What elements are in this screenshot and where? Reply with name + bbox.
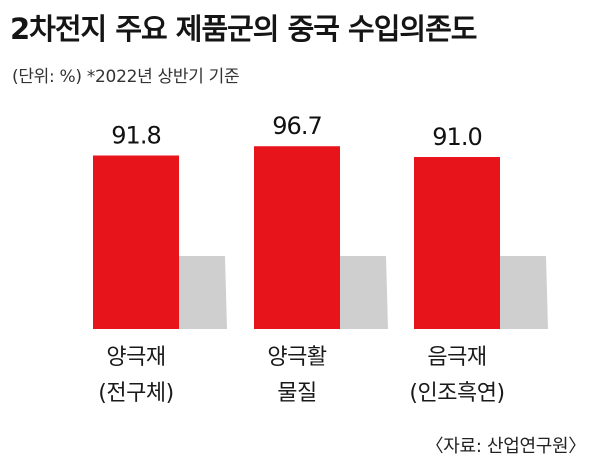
bar [414,157,500,329]
source-note: 〈자료: 산업연구원〉 [425,436,587,457]
category-label: 양극활 [267,345,326,370]
category-label: (전구체) [98,381,173,406]
category-label: 물질 [277,381,316,406]
chart-title: 2차전지 주요 제품군의 중국 수입의존도 [10,12,477,46]
category-label: 양극재 [106,345,165,370]
category-label: (인조흑연) [409,381,504,406]
bar-shadow [340,256,388,329]
category-label: 음극재 [427,345,486,370]
bar-shadow [179,256,227,329]
value-label: 91.0 [432,123,481,151]
bar [93,155,179,329]
bar-shadow [500,256,548,329]
bar [254,146,340,329]
value-label: 91.8 [111,121,160,149]
value-label: 96.7 [272,112,321,140]
chart-subtitle: (단위: %) *2022년 상반기 기준 [12,67,240,87]
